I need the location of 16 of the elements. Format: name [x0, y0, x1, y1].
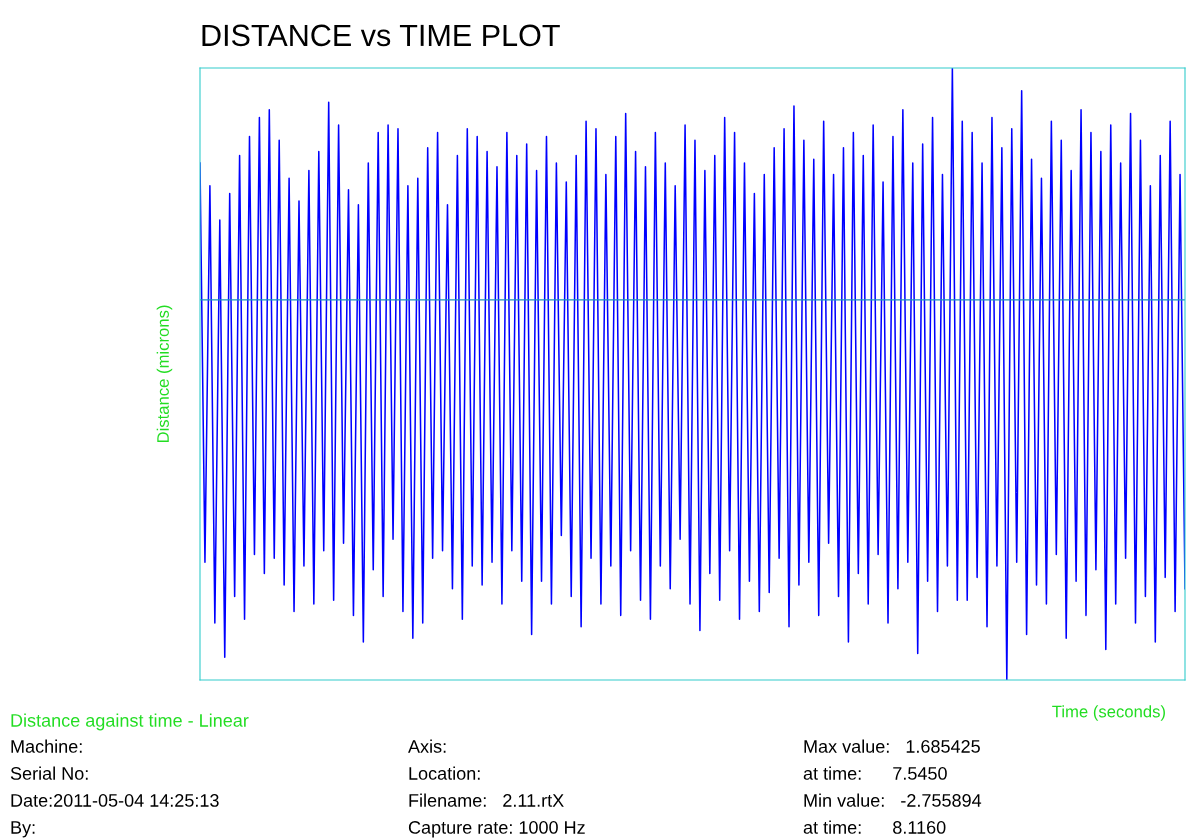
- text: Capture rate: 1000 Hz: [408, 821, 585, 838]
- text: at time: 8.1160: [803, 820, 946, 834]
- text: Axis:: [408, 739, 446, 753]
- x-axis-title: Time (seconds): [1052, 705, 1165, 721]
- text: Distance against time - Linear: [11, 713, 249, 731]
- text: Max value: 1.685425: [804, 739, 980, 753]
- chart-title: DISTANCE vs TIME PLOT: [202, 24, 560, 47]
- text: Serial No:: [10, 766, 88, 780]
- text: Min value: -2.755894: [804, 793, 982, 807]
- text: Filename: 2.11.rtX: [409, 793, 564, 807]
- text: Date:2011-05-04 14:25:13: [11, 794, 219, 807]
- text: at time: 7.5450: [803, 766, 947, 780]
- text: By:: [11, 821, 35, 838]
- y-axis-title: Distance (microns): [156, 305, 173, 443]
- text: Location:: [409, 766, 480, 780]
- text: Machine:: [11, 739, 82, 753]
